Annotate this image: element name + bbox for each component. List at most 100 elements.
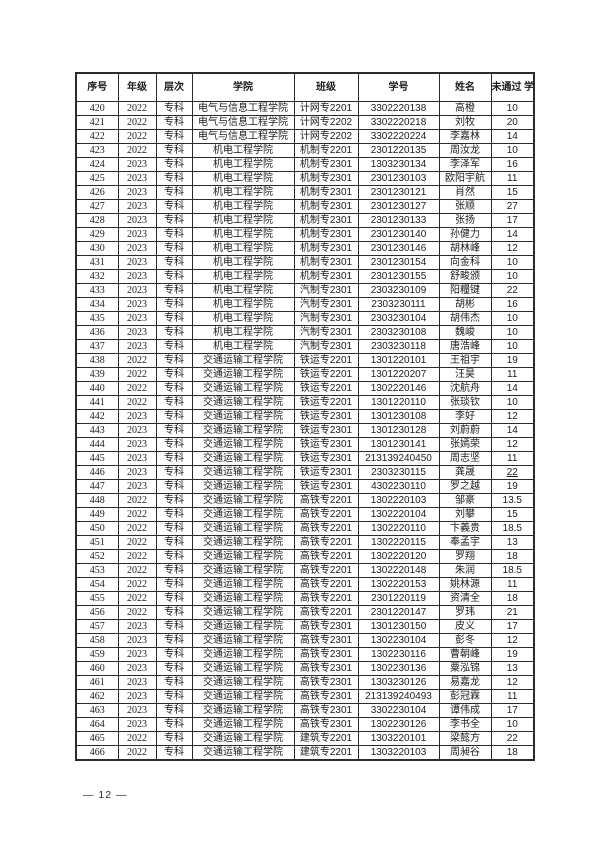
cell-student-id: 3302220224 [357,129,440,144]
table-row: 433 2023 专科 机电工程学院 汽制专2301 2303230109 阳糧… [75,283,535,298]
cell-year: 2023 [117,325,157,340]
table-row: 446 2023 专科 交通运输工程学院 铁运专2301 2303230115 … [75,465,535,480]
table-row: 449 2022 专科 交通运输工程学院 高铁专2201 1302220104 … [75,507,535,522]
cell-college: 交通运输工程学院 [191,535,295,550]
cell-class: 铁运专2201 [293,353,359,368]
cell-failed-credits: 10 [490,717,535,732]
cell-class: 汽制专2301 [293,283,359,298]
cell-failed-credits: 13.5 [490,493,535,508]
cell-class: 机制专2301 [293,157,359,172]
cell-level: 专科 [155,255,193,270]
table-row: 458 2023 专科 交通运输工程学院 高铁专2301 1302230104 … [75,633,535,648]
cell-college: 机电工程学院 [191,241,295,256]
cell-year: 2023 [117,717,157,732]
cell-student-id: 1302230116 [357,647,440,662]
cell-class: 机制专2301 [293,171,359,186]
cell-college: 交通运输工程学院 [191,437,295,452]
cell-failed-credits: 11 [490,689,535,704]
cell-year: 2022 [117,115,157,130]
cell-no: 459 [75,647,119,662]
table-row: 442 2023 专科 交通运输工程学院 铁运专2301 1301230108 … [75,409,535,424]
cell-college: 交通运输工程学院 [191,619,295,634]
table-row: 448 2022 专科 交通运输工程学院 高铁专2201 1302220103 … [75,493,535,508]
cell-level: 专科 [155,283,193,298]
cell-student-id: 1302220153 [357,577,440,592]
table-row: 455 2022 专科 交通运输工程学院 高铁专2201 2301220119 … [75,591,535,606]
cell-no: 422 [75,129,119,144]
cell-year: 2023 [117,283,157,298]
cell-no: 439 [75,367,119,382]
cell-year: 2022 [117,353,157,368]
table-row: 426 2023 专科 机电工程学院 机制专2301 2301230121 肖然… [75,185,535,200]
cell-no: 442 [75,409,119,424]
cell-name: 朱润 [438,563,492,578]
cell-class: 铁运专2301 [293,437,359,452]
cell-level: 专科 [155,381,193,396]
cell-student-id: 2301230154 [357,255,440,270]
cell-no: 445 [75,451,119,466]
cell-college: 电气与信息工程学院 [191,101,295,116]
cell-level: 专科 [155,395,193,410]
cell-failed-credits: 12 [490,675,535,690]
cell-college: 交通运输工程学院 [191,717,295,732]
cell-no: 444 [75,437,119,452]
cell-no: 421 [75,115,119,130]
cell-level: 专科 [155,339,193,354]
cell-name: 姚林源 [438,577,492,592]
cell-failed-credits: 10 [490,101,535,116]
table-row: 430 2023 专科 机电工程学院 机制专2301 2301230146 胡林… [75,241,535,256]
cell-name: 罗翔 [438,549,492,564]
cell-year: 2022 [117,535,157,550]
table-row: 431 2023 专科 机电工程学院 机制专2301 2301230154 向金… [75,255,535,270]
cell-college: 交通运输工程学院 [191,395,295,410]
cell-name: 资清全 [438,591,492,606]
cell-class: 机制专2301 [293,269,359,284]
cell-student-id: 2301230146 [357,241,440,256]
cell-failed-credits: 16 [490,157,535,172]
cell-failed-credits: 16 [490,297,535,312]
cell-college: 交通运输工程学院 [191,479,295,494]
cell-name: 李泽军 [438,157,492,172]
cell-college: 交通运输工程学院 [191,409,295,424]
cell-name: 易嘉龙 [438,675,492,690]
cell-year: 2022 [117,521,157,536]
cell-college: 交通运输工程学院 [191,381,295,396]
table-row: 439 2022 专科 交通运输工程学院 铁运专2201 1301220207 … [75,367,535,382]
cell-year: 2023 [117,269,157,284]
cell-year: 2023 [117,465,157,480]
cell-college: 机电工程学院 [191,339,295,354]
cell-class: 高铁专2301 [293,675,359,690]
cell-year: 2023 [117,633,157,648]
table-row: 441 2022 专科 交通运输工程学院 铁运专2201 1301220110 … [75,395,535,410]
cell-name: 彭冬 [438,633,492,648]
cell-student-id: 1302230104 [357,633,440,648]
cell-name: 龚晟 [438,465,492,480]
table-row: 445 2023 专科 交通运输工程学院 铁运专2301 21313924045… [75,451,535,466]
cell-name: 张嫣荣 [438,437,492,452]
cell-college: 交通运输工程学院 [191,689,295,704]
cell-no: 437 [75,339,119,354]
cell-level: 专科 [155,115,193,130]
cell-student-id: 2301230155 [357,269,440,284]
cell-class: 建筑专2201 [293,731,359,746]
cell-failed-credits: 10 [490,269,535,284]
cell-failed-credits: 10 [490,255,535,270]
cell-year: 2023 [117,675,157,690]
cell-level: 专科 [155,311,193,326]
cell-year: 2023 [117,227,157,242]
cell-name: 舒畯颁 [438,269,492,284]
table-row: 466 2022 专科 交通运输工程学院 建筑专2201 1303220103 … [75,745,535,761]
cell-no: 429 [75,227,119,242]
cell-college: 交通运输工程学院 [191,465,295,480]
cell-level: 专科 [155,745,193,761]
cell-year: 2023 [117,185,157,200]
cell-college: 机电工程学院 [191,171,295,186]
cell-failed-credits: 14 [490,129,535,144]
cell-year: 2023 [117,171,157,186]
cell-name: 沈航舟 [438,381,492,396]
cell-name: 谭伟成 [438,703,492,718]
cell-no: 448 [75,493,119,508]
cell-class: 计网专2202 [293,115,359,130]
cell-no: 452 [75,549,119,564]
cell-failed-credits: 10 [490,325,535,340]
